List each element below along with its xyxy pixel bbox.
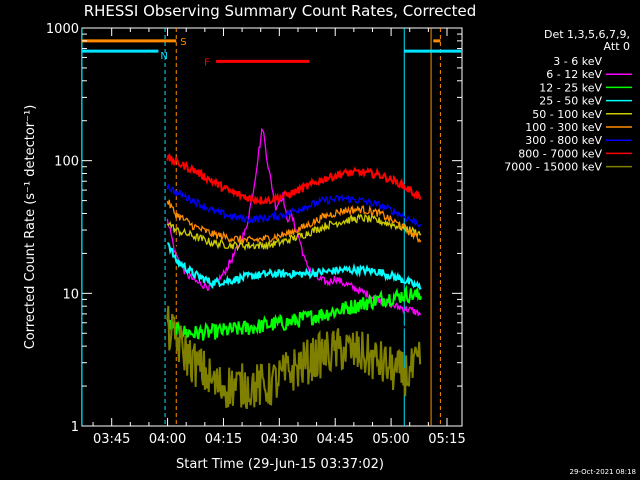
x-tick-label: 03:45 — [93, 432, 130, 447]
series-6-line — [166, 184, 422, 228]
x-tick-label: 04:15 — [205, 432, 242, 447]
series-3-trace — [167, 242, 422, 291]
series-7-trace — [166, 153, 422, 206]
legend-entry-label: 100 - 300 keV — [525, 121, 602, 134]
series-5-trace — [166, 199, 422, 244]
series-2-line — [166, 284, 422, 341]
y-tick-label: 10 — [62, 287, 79, 302]
legend-entry-label: 25 - 50 keV — [539, 95, 602, 108]
legend-entry-label: 300 - 800 keV — [525, 134, 602, 147]
series-6-trace — [166, 184, 422, 228]
y-tick-label: 100 — [54, 155, 79, 170]
legend-header-line-2: Att 0 — [604, 40, 630, 53]
series-4-line — [166, 213, 422, 252]
legend-entry-label: 12 - 25 keV — [539, 81, 602, 94]
legend-header-line-1: Det 1,3,5,6,7,9, — [544, 28, 630, 41]
y-axis-label: Corrected Count Rate (s⁻¹ detector⁻¹) — [23, 105, 38, 350]
x-axis-label: Start Time (29-Jun-15 03:37:02) — [176, 457, 384, 472]
legend-entry-label: 50 - 100 keV — [532, 108, 602, 121]
legend-entry-label: 7000 - 15000 keV — [504, 161, 602, 174]
series-2-trace — [166, 284, 422, 341]
flag-label-N: N — [160, 51, 167, 62]
legend-entry-label: 3 - 6 keV — [553, 55, 602, 68]
series-4-trace — [166, 213, 422, 252]
series-3-line — [167, 242, 422, 291]
timestamp: 29-Oct-2021 08:18 — [570, 468, 636, 476]
y-tick-label: 1000 — [46, 22, 79, 37]
series-7-line — [166, 153, 422, 206]
flag-label-F: F — [204, 57, 210, 68]
series-8-trace — [166, 305, 422, 410]
series-8-line — [166, 305, 422, 410]
x-tick-label: 04:45 — [316, 432, 353, 447]
x-tick-label: 05:15 — [428, 432, 465, 447]
legend-entry-label: 800 - 7000 keV — [518, 147, 602, 160]
series-5-line — [166, 199, 422, 244]
x-tick-label: 04:30 — [261, 432, 298, 447]
flag-label-S: S — [180, 37, 186, 48]
x-tick-label: 05:00 — [372, 432, 409, 447]
y-tick-label: 1 — [71, 420, 79, 435]
x-tick-label: 04:00 — [149, 432, 186, 447]
legend-entry-label: 6 - 12 keV — [546, 68, 602, 81]
chart-title: RHESSI Observing Summary Count Rates, Co… — [84, 2, 477, 20]
